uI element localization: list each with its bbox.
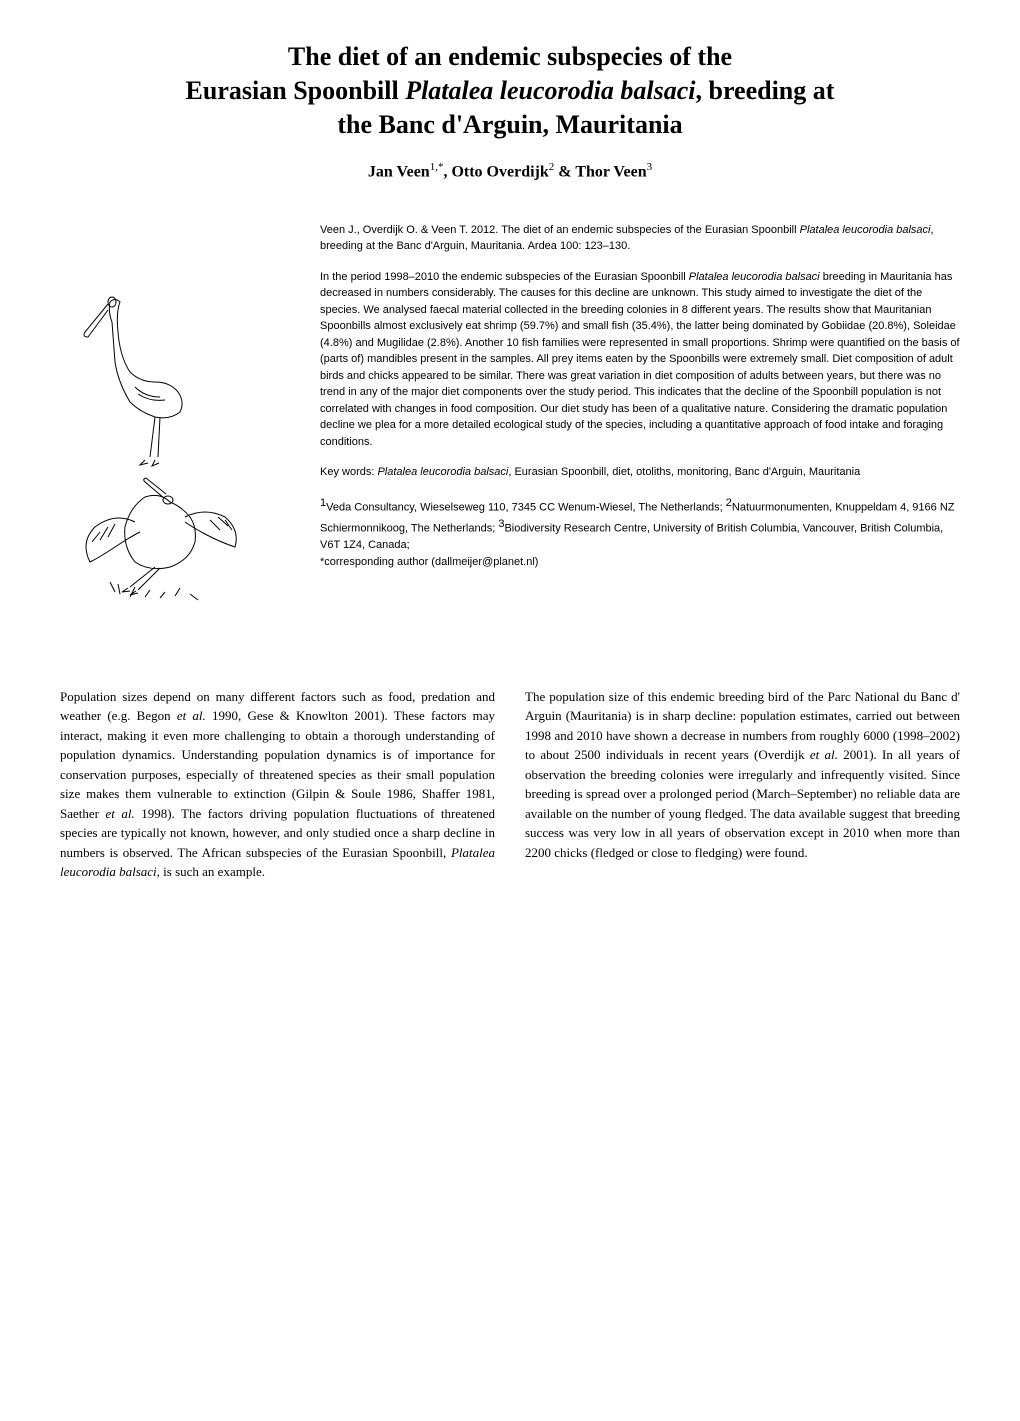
abstract-text: Veen J., Overdijk O. & Veen T. 2012. The… xyxy=(320,222,960,584)
corresponding-author: *corresponding author (dallmeijer@planet… xyxy=(320,556,538,568)
title-line-3: the Banc d'Arguin, Mauritania xyxy=(337,110,682,139)
author-1: Jan Veen xyxy=(368,164,430,181)
author-2: Otto Overdijk xyxy=(451,164,548,181)
author-1-sup: 1,* xyxy=(430,161,444,173)
title-line-2a: Eurasian Spoonbill xyxy=(186,76,406,105)
title-species: Platalea leucorodia balsaci xyxy=(405,76,695,105)
spoonbill-illustration xyxy=(60,222,290,637)
affiliations: 1Veda Consultancy, Wieselseweg 110, 7345… xyxy=(320,495,960,570)
author-3: Thor Veen xyxy=(575,164,646,181)
abstract-container: Veen J., Overdijk O. & Veen T. 2012. The… xyxy=(60,222,960,637)
title-line-2c: , breeding at xyxy=(696,76,835,105)
paper-title: The diet of an endemic subspecies of the… xyxy=(60,40,960,141)
authors: Jan Veen1,*, Otto Overdijk2 & Thor Veen3 xyxy=(60,161,960,181)
body-columns: Population sizes depend on many differen… xyxy=(60,687,960,882)
title-line-1: The diet of an endemic subspecies of the xyxy=(288,42,732,71)
body-column-right: The population size of this endemic bree… xyxy=(525,687,960,882)
abstract-body: In the period 1998–2010 the endemic subs… xyxy=(320,269,960,451)
citation: Veen J., Overdijk O. & Veen T. 2012. The… xyxy=(320,222,960,255)
author-2-sup: 2 xyxy=(549,161,555,173)
body-column-left: Population sizes depend on many differen… xyxy=(60,687,495,882)
author-3-sup: 3 xyxy=(647,161,653,173)
keywords: Key words: Platalea leucorodia balsaci, … xyxy=(320,464,960,481)
